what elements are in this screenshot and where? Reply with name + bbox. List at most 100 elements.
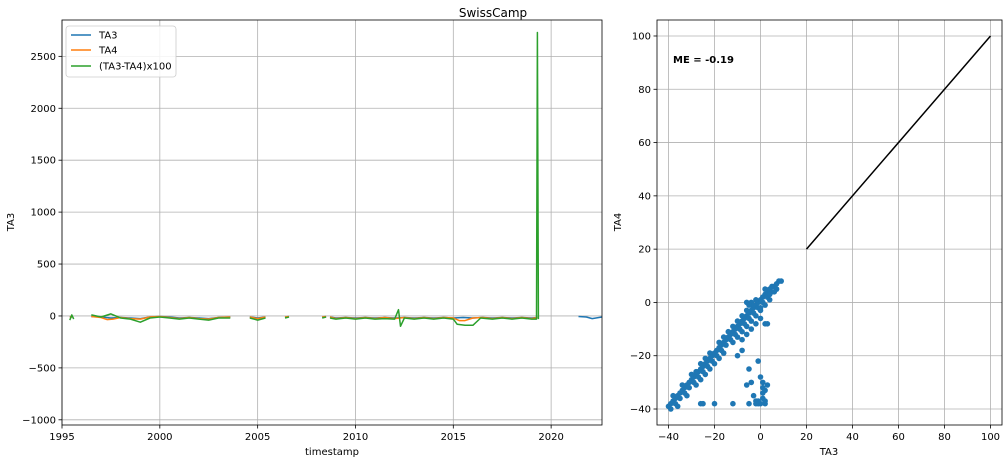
scatter-point <box>702 371 709 378</box>
scatter-x-axis-label: TA3 <box>819 447 839 458</box>
scatter-point <box>679 382 686 388</box>
identity-line <box>805 35 992 250</box>
series-line-diff <box>91 313 231 323</box>
scatter-point <box>674 403 681 410</box>
scatter-point <box>743 323 750 330</box>
series-line-diff <box>69 314 75 321</box>
scatter-point <box>730 323 736 330</box>
legend-box <box>65 25 177 78</box>
series-line-diff <box>284 316 290 319</box>
scatter-point <box>734 334 741 340</box>
scatter-point <box>739 313 745 319</box>
scatter-y-tick-label: 80 <box>638 85 651 96</box>
scatter-point <box>746 302 752 308</box>
scatter-point <box>771 289 778 295</box>
timeseries-y-tick-label: 1000 <box>31 208 56 219</box>
scatter-y-tick-label: 60 <box>638 138 651 149</box>
scatter-point <box>716 339 722 346</box>
scatter-point <box>762 302 768 308</box>
scatter-point <box>734 352 741 359</box>
scatter-point <box>764 382 771 388</box>
scatter-point <box>748 379 755 386</box>
scatter-point <box>707 350 713 356</box>
scatter-y-tick-label: 0 <box>645 298 651 309</box>
timeseries-plot-frame <box>61 19 603 426</box>
scatter-point <box>711 360 718 367</box>
figure-title: SwissCamp <box>459 6 527 20</box>
scatter-point <box>730 400 736 407</box>
scatter-point <box>670 392 676 399</box>
timeseries-panel: 1995 2000 2005 2010 2015 2020 −1000 −500 0 500 10… <box>6 19 603 458</box>
scatter-point <box>778 278 784 284</box>
scatter-y-tick-label: −40 <box>630 405 651 416</box>
scatter-point <box>697 376 704 383</box>
timeseries-x-tick-label: 2010 <box>343 432 368 443</box>
timeseries-x-tick-label: 2000 <box>147 432 172 443</box>
scatter-x-tick-label: 60 <box>892 432 905 443</box>
scatter-x-tick-label: −20 <box>704 432 725 443</box>
scatter-point <box>725 328 732 335</box>
series-line-diff <box>249 317 266 321</box>
timeseries-y-tick-label: −500 <box>29 363 56 374</box>
scatter-x-tick-label: 40 <box>846 432 859 443</box>
scatter-point <box>688 371 695 378</box>
timeseries-x-tick-label: 2015 <box>441 432 466 443</box>
scatter-y-axis-label: TA4 <box>613 213 624 233</box>
scatter-point <box>739 328 745 335</box>
scatter-point <box>753 321 759 327</box>
timeseries-y-tick-label: 2000 <box>31 104 56 115</box>
timeseries-x-tick-label: 2020 <box>538 432 563 443</box>
scatter-point <box>720 334 727 340</box>
timeseries-y-ticks: −1000 −500 0 500 1000 1500 2000 2500 <box>22 52 62 426</box>
scatter-point <box>748 326 755 332</box>
scatter-x-tick-label: −40 <box>658 432 679 443</box>
timeseries-x-ticks: 1995 2000 2005 2010 2015 2020 <box>49 425 564 443</box>
scatter-y-tick-label: 100 <box>632 31 651 42</box>
scatter-point <box>668 406 674 412</box>
scatter-point <box>684 392 690 399</box>
scatter-point <box>746 400 752 407</box>
timeseries-series <box>69 31 602 328</box>
scatter-panel: −40 −20 0 20 40 60 80 100 −40 −20 0 20 40 60 80 100 TA… <box>613 19 1003 458</box>
legend-label-ta3: TA3 <box>98 31 118 42</box>
legend-label-ta4: TA4 <box>98 46 118 57</box>
series-line-diff <box>322 316 327 319</box>
scatter-point <box>762 400 768 407</box>
scatter-point <box>697 400 704 407</box>
scatter-point <box>720 350 727 356</box>
scatter-point <box>746 366 752 372</box>
timeseries-y-tick-label: −1000 <box>22 415 56 426</box>
scatter-point <box>697 360 704 367</box>
scatter-x-ticks: −40 −20 0 20 40 60 80 100 <box>658 425 1000 443</box>
series-line-ta3 <box>578 315 602 320</box>
scatter-point <box>755 358 761 364</box>
scatter-x-tick-label: 0 <box>757 432 763 443</box>
scatter-point <box>686 384 692 391</box>
scatter-point <box>739 336 745 343</box>
scatter-point <box>757 315 764 322</box>
scatter-point <box>716 355 722 362</box>
scatter-point <box>743 307 750 314</box>
scatter-point <box>702 355 709 362</box>
scatter-point <box>766 291 773 298</box>
scatter-point <box>760 379 766 386</box>
scatter-point <box>753 297 759 303</box>
scatter-point <box>762 387 768 394</box>
scatter-point <box>750 302 757 308</box>
scatter-point <box>757 305 764 311</box>
timeseries-y-axis-label: TA3 <box>6 213 17 233</box>
timeseries-x-tick-label: 2005 <box>245 432 270 443</box>
scatter-y-tick-label: 20 <box>638 245 651 256</box>
scatter-point <box>739 347 745 354</box>
scatter-point <box>707 366 713 372</box>
scatter-x-tick-label: 100 <box>981 432 1000 443</box>
scatter-point <box>743 331 750 338</box>
scatter-point <box>723 342 729 348</box>
scatter-y-ticks: −40 −20 0 20 40 60 80 100 <box>630 31 657 416</box>
scatter-point <box>753 400 759 407</box>
scatter-point <box>762 286 768 292</box>
scatter-point <box>693 368 699 375</box>
mean-error-annotation: ME = -0.19 <box>673 55 734 66</box>
timeseries-x-axis-label: timestamp <box>305 447 359 458</box>
